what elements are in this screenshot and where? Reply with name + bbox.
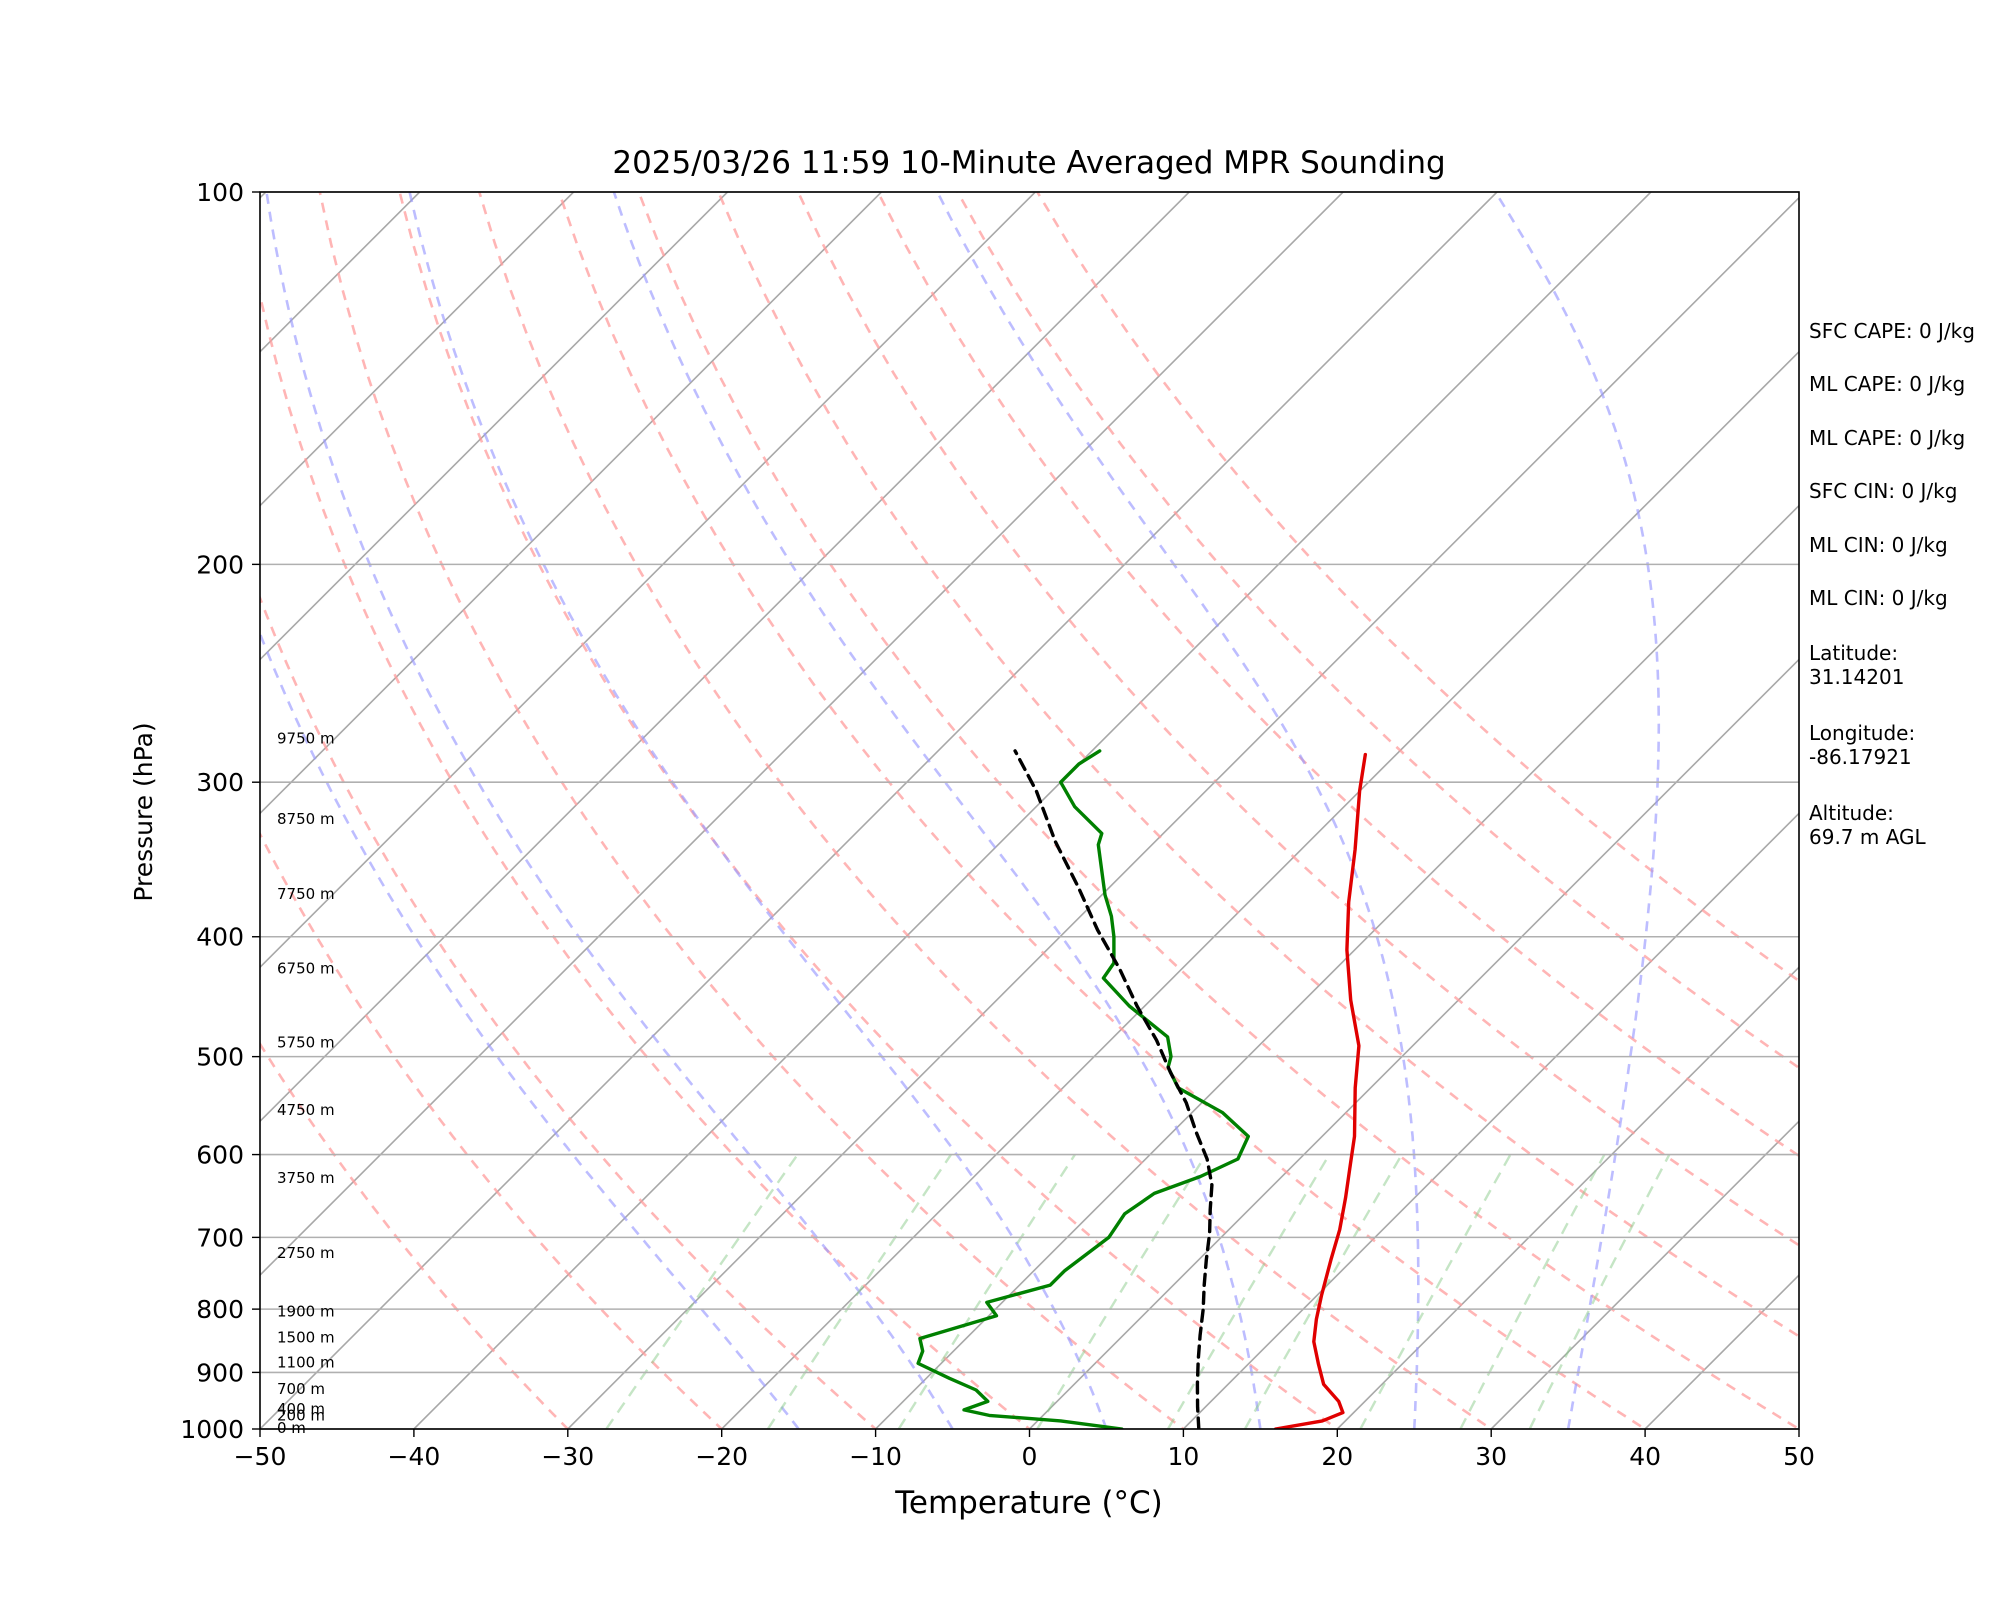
mixing-ratio-line (605, 1153, 799, 1429)
height-label: 200 m (277, 1406, 325, 1424)
isotherm-line (1028, 658, 1799, 1429)
dry-adiabat-line (478, 192, 1494, 1429)
height-label: 4750 m (277, 1101, 335, 1119)
x-tick-label: 50 (1783, 1442, 1815, 1471)
isobar-gridlines (260, 191, 1799, 1430)
y-axis-ticks: 100 200 300 400 500 600 700 800 900 1000 (180, 178, 260, 1444)
x-tick-label: 30 (1475, 1442, 1507, 1471)
moist-adiabat-line (936, 192, 1420, 1429)
plot-frame (259, 191, 1800, 1430)
isotherm-line (260, 192, 882, 815)
isotherm-line (260, 192, 729, 661)
x-tick-label: −50 (234, 1442, 287, 1471)
isotherm-line (413, 192, 1652, 1429)
ml-cin-text: ML CIN: 0 J/kg (1809, 533, 1948, 557)
isotherm-line (1490, 1120, 1799, 1429)
x-tick-label: 20 (1321, 1442, 1353, 1471)
y-tick-label: 500 (196, 1043, 244, 1072)
sounding-series (916, 749, 1367, 1429)
height-label: 1500 m (277, 1329, 335, 1347)
latitude-text: Latitude: 31.14201 (1809, 641, 1905, 689)
moist-adiabat-line (612, 192, 1262, 1429)
height-label: 400 m (277, 1400, 325, 1418)
ml-cape-text-2: ML CAPE: 0 J/kg (1809, 426, 1966, 450)
y-tick-label: 100 (196, 178, 244, 207)
height-label: 700 m (277, 1380, 325, 1398)
height-label: 0 m (277, 1419, 306, 1437)
dewpoint-line (916, 749, 1250, 1429)
y-tick-label: 300 (196, 768, 244, 797)
height-label: 1900 m (277, 1302, 335, 1320)
y-tick-label: 700 (196, 1223, 244, 1252)
moist-adiabat-line (265, 192, 954, 1429)
dry-adiabat-line (557, 192, 1648, 1429)
y-tick-label: 800 (196, 1295, 244, 1324)
height-label: 9750 m (277, 729, 335, 747)
ml-cape-text: ML CAPE: 0 J/kg (1809, 372, 1966, 396)
height-label: 7750 m (277, 885, 335, 903)
y-tick-label: 1000 (180, 1415, 244, 1444)
isotherm-line (260, 192, 575, 507)
mixing-ratio-line (1166, 1153, 1331, 1429)
isotherm-line (721, 350, 1799, 1429)
isotherm-line (1336, 966, 1799, 1429)
isotherm-line (260, 192, 1036, 969)
ml-cin-text-2: ML CIN: 0 J/kg (1809, 586, 1948, 610)
isotherm-line (567, 196, 1799, 1429)
height-label: 1100 m (277, 1353, 335, 1371)
x-axis-label: Temperature (°C) (894, 1485, 1163, 1521)
mixing-ratio-line (1243, 1153, 1403, 1429)
x-tick-label: 40 (1629, 1442, 1661, 1471)
dry-adiabat-line (796, 192, 1799, 1247)
y-tick-label: 400 (196, 923, 244, 952)
dry-adiabat-line (876, 192, 1799, 1158)
altitude-text: Altitude: 69.7 m AGL (1809, 801, 1926, 849)
sfc-cape-text: SFC CAPE: 0 J/kg (1809, 319, 1975, 343)
isotherm-line (260, 192, 1190, 1123)
dry-adiabat-line (318, 192, 1186, 1429)
dry-adiabat-line (717, 192, 1799, 1338)
dry-adiabat-line (260, 290, 1032, 1429)
isotherm-line (1182, 812, 1799, 1429)
isotherm-line (875, 504, 1799, 1429)
mixing-ratio-line (1459, 1154, 1606, 1429)
mixing-ratio-line (1359, 1154, 1512, 1429)
x-tick-label: 0 (1022, 1442, 1038, 1471)
x-tick-label: −10 (849, 1442, 902, 1471)
height-label: 3750 m (277, 1169, 335, 1187)
moist-adiabat-line (260, 630, 800, 1429)
reference-lines (260, 192, 1799, 1429)
height-label: 2750 m (277, 1244, 335, 1262)
parcel-line (1013, 749, 1214, 1429)
dry-adiabat-line (637, 192, 1799, 1429)
y-tick-label: 600 (196, 1141, 244, 1170)
mixing-ratio-line (897, 1153, 1076, 1429)
dry-adiabat-line (260, 831, 724, 1429)
x-tick-label: −20 (695, 1442, 748, 1471)
moist-adiabat-line (408, 192, 1108, 1429)
dry-adiabat-line (398, 192, 1340, 1429)
dry-adiabat-line (260, 594, 878, 1429)
height-label: 8750 m (277, 810, 335, 828)
height-label: 6750 m (277, 959, 335, 977)
temperature-line (1274, 752, 1367, 1429)
dry-adiabat-line (956, 192, 1799, 1070)
x-axis-ticks: −50 −40 −30 −20 −10 0 10 20 30 40 50 (234, 1429, 1815, 1471)
moist-adiabat-line (1494, 192, 1661, 1429)
sfc-cin-text: SFC CIN: 0 J/kg (1809, 479, 1958, 503)
y-tick-label: 900 (196, 1358, 244, 1387)
x-tick-label: −30 (541, 1442, 594, 1471)
height-label: 5750 m (277, 1034, 335, 1052)
x-tick-label: −40 (388, 1442, 441, 1471)
mixing-ratio-line (1528, 1154, 1671, 1429)
isotherm-line (260, 192, 1344, 1277)
y-axis-label: Pressure (hPa) (129, 722, 158, 901)
chart-title: 2025/03/26 11:59 10-Minute Averaged MPR … (612, 145, 1445, 181)
y-tick-label: 200 (196, 550, 244, 579)
x-tick-label: 10 (1167, 1442, 1199, 1471)
isotherm-line (260, 192, 1498, 1429)
longitude-text: Longitude: -86.17921 (1809, 721, 1916, 769)
